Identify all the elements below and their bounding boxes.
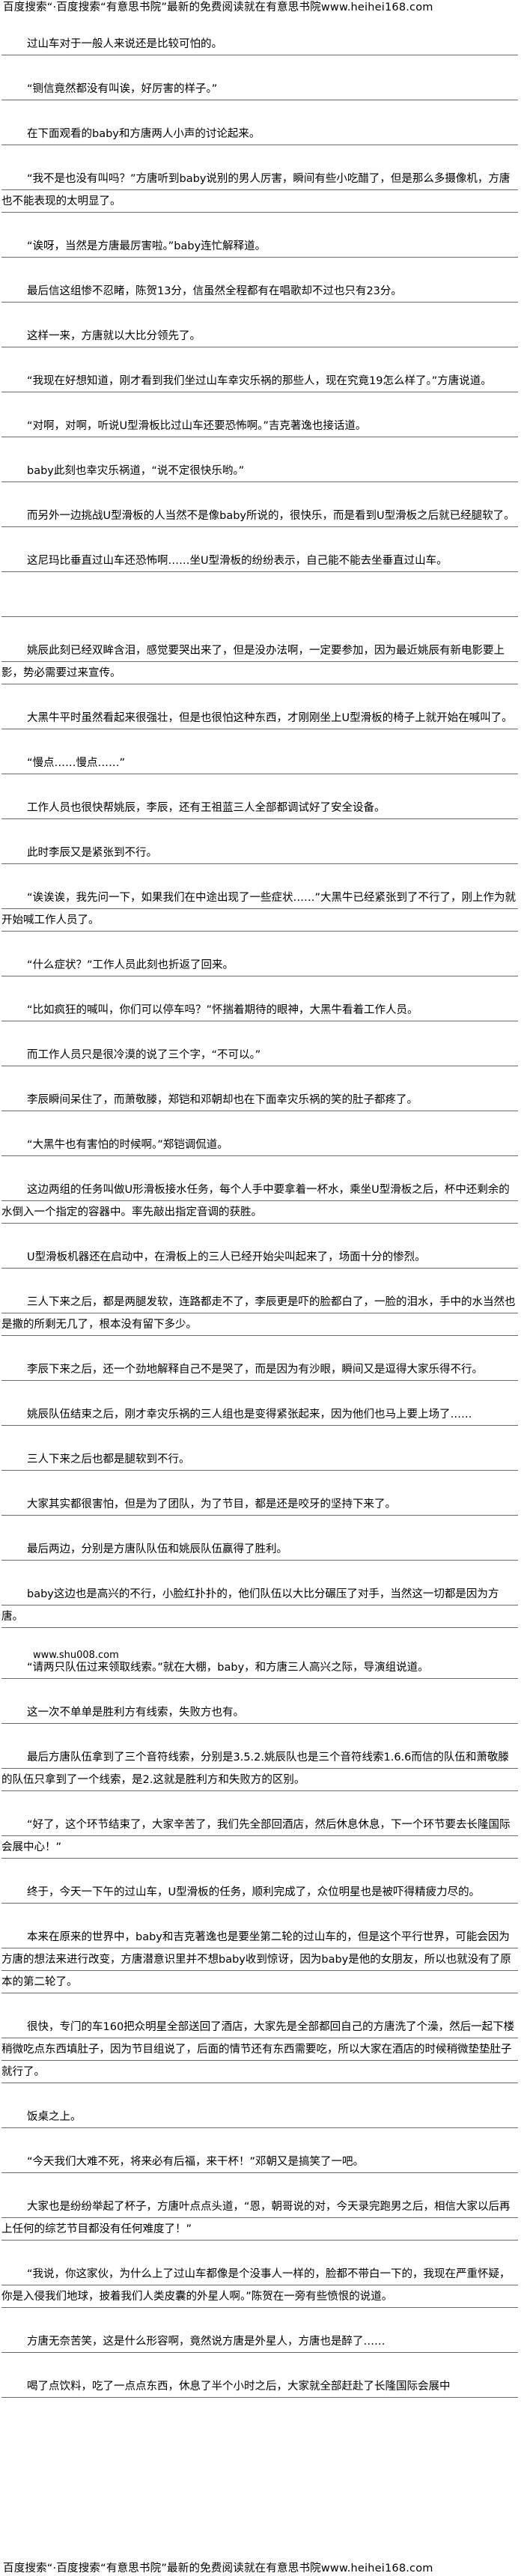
paragraph: 方唐无奈苦笑，这是什么形容啊，竟然说方唐是外星人，方唐也是醉了……	[1, 2330, 518, 2353]
paragraph: 姚辰队伍结束之后，刚才幸灾乐祸的三人组也是变得紧张起来，因为他们也马上要上场了……	[1, 1403, 518, 1426]
paragraph: baby这边也是高兴的不行，小脸红扑扑的，他们队伍以大比分碾压了对手，当然这一切…	[1, 1583, 518, 1628]
paragraph: 喝了点饮料，吃了一点点东西，休息了半个小时之后，大家就全部赶赴了长隆国际会展中	[1, 2375, 518, 2398]
paragraph: 李辰瞬间呆住了，而萧敬滕，郑铠和邓朝却也在下面幸灾乐祸的笑的肚子都疼了。	[1, 1089, 518, 1111]
paragraph: 而另外一边挑战U型滑板的人当然不是像baby所说的，很快乐，而是看到U型滑板之后…	[1, 505, 518, 527]
bottom-banner: 百度搜索“·百度搜索“有意思书院”最新的免费阅读就在有意思书院www.heihe…	[3, 2563, 433, 2575]
article-body: 过山车对于一般人来说还是比较可怕的。 “铡信竟然都没有叫诶，好厉害的样子。” 在下面…	[1, 33, 518, 2420]
paragraph: 这一次不单单是胜利方有线索，失败方也有。	[1, 1701, 518, 1724]
paragraph: “诶呀，当然是方唐最厉害啦。”baby连忙解释道。	[1, 235, 518, 258]
paragraph: 饭桌之上。	[1, 2106, 518, 2128]
paragraph: “好了，这个环节结束了，大家辛苦了，我们先全部回酒店，然后休息休息，下一个环节要…	[1, 1814, 518, 1859]
paragraph: “我说，你这家伙，为什么上了过山车都像是个没事人一样的，脸都不带白一下的，我现在…	[1, 2263, 518, 2308]
paragraph: 大黑牛平时虽然看起来很强壮，但是也很怕这种东西，才刚刚坐上U型滑板的椅子上就开始…	[1, 707, 518, 729]
paragraph: 大家其实都很害怕，但是为了团队，为了节目，都是还是咬牙的坚持下来了。	[1, 1493, 518, 1516]
paragraph: “我现在好想知道，刚才看到我们坐过山车幸灾乐祸的那些人，现在究竟19怎么样了。”…	[1, 370, 518, 392]
paragraph: 这尼玛比垂直过山车还恐怖啊……坐U型滑板的纷纷表示，自己能不能去坐垂直过山车。	[1, 550, 518, 572]
paragraph: U型滑板机器还在启动中，在滑板上的三人已经开始尖叫起来了，场面十分的惨烈。	[1, 1246, 518, 1269]
paragraph: “对啊，对啊，听说U型滑板比过山车还要恐怖啊。”吉克著逸也接话道。	[1, 415, 518, 437]
paragraph: 姚辰此刻已经双眸含泪，感觉要哭出来了，但是没办法啊，一定要参加，因为最近姚辰有新…	[1, 640, 518, 684]
paragraph: 这样一来，方唐就以大比分领先了。	[1, 325, 518, 347]
paragraph: baby此刻也幸灾乐祸道，“说不定很快乐哟。”	[1, 460, 518, 482]
paragraph	[1, 595, 518, 617]
paragraph: 而工作人员只是很冷漠的说了三个字，“不可以。”	[1, 1044, 518, 1066]
paragraph: 过山车对于一般人来说还是比较可怕的。	[1, 33, 518, 55]
paragraph: 最后信这组惨不忍睹，陈贺13分，信虽然全程都有在唱歌却不过也只有23分。	[1, 280, 518, 303]
paragraph: 李辰下来之后，还一个劲地解释自己不是哭了，而是因为有沙眼，瞬间又是逗得大家乐得不…	[1, 1358, 518, 1381]
paragraph: 最后方唐队伍拿到了三个音符线索，分别是3.5.2.姚辰队也是三个音符线索1.6.…	[1, 1746, 518, 1791]
paragraph: “我不是也没有叫吗？”方唐听到baby说别的男人厉害，瞬间有些小吃醋了，但是那么…	[1, 168, 518, 213]
paragraph: “今天我们大难不死，将来必有后福，来干杯！”邓朝又是搞笑了一吧。	[1, 2151, 518, 2173]
paragraph: 本来在原来的世界中，baby和吉克著逸也是要坐第二轮的过山车的，但是这个平行世界…	[1, 1926, 518, 1993]
paragraph: “慢点……慢点……”	[1, 752, 518, 774]
paragraph: 很快，专门的车160把众明星全部送回了酒店，大家先是全部都回自己的方唐洗了个澡，…	[1, 2016, 518, 2083]
paragraph: 三人下来之后也都是腿软到不行。	[1, 1448, 518, 1471]
paragraph: 工作人员也很快帮姚辰，李辰，还有王祖蓝三人全部都调试好了安全设备。	[1, 797, 518, 819]
paragraph: “请两只队伍过来领取线索。”就在大棚，baby，和方唐三人高兴之际，导演组说道。	[1, 1656, 518, 1679]
paragraph: 此时李辰又是紧张到不行。	[1, 842, 518, 864]
paragraph: 大家也是纷纷举起了杯子，方唐叶点点头道，“恩，朝哥说的对，今天录完跑男之后，相信…	[1, 2196, 518, 2241]
top-banner: 百度搜索“·百度搜索“有意思书院”最新的免费阅读就在有意思书院www.heihe…	[3, 1, 433, 13]
paragraph: 三人下来之后，都是两腿发软，连路都走不了，李辰更是吓的脸都白了，一脸的泪水，手中…	[1, 1291, 518, 1336]
paragraph: 最后两边，分别是方唐队队伍和姚辰队伍赢得了胜利。	[1, 1538, 518, 1561]
paragraph: “铡信竟然都没有叫诶，好厉害的样子。”	[1, 78, 518, 100]
paragraph: “大黑牛也有害怕的时候啊。”郑铠调侃道。	[1, 1134, 518, 1156]
paragraph: 终于，今天一下午的过山车，U型滑板的任务，顺利完成了，众位明星也是被吓得精疲力尽…	[1, 1881, 518, 1904]
paragraph: “什么症状？”工作人员此刻也折返了回来。	[1, 954, 518, 976]
paragraph: “诶诶诶，我先问一下，如果我们在中途出现了一些症状……”大黑牛已经紧张到了不行了…	[1, 887, 518, 932]
paragraph: “比如疯狂的喊叫，你们可以停车吗？”怀揣着期待的眼神，大黑牛看着工作人员。	[1, 999, 518, 1021]
paragraph: 在下面观看的baby和方唐两人小声的讨论起来。	[1, 123, 518, 145]
paragraph: 这边两组的任务叫做U形滑板接水任务，每个人手中要拿着一杯水，乘坐U型滑板之后，杯…	[1, 1179, 518, 1224]
